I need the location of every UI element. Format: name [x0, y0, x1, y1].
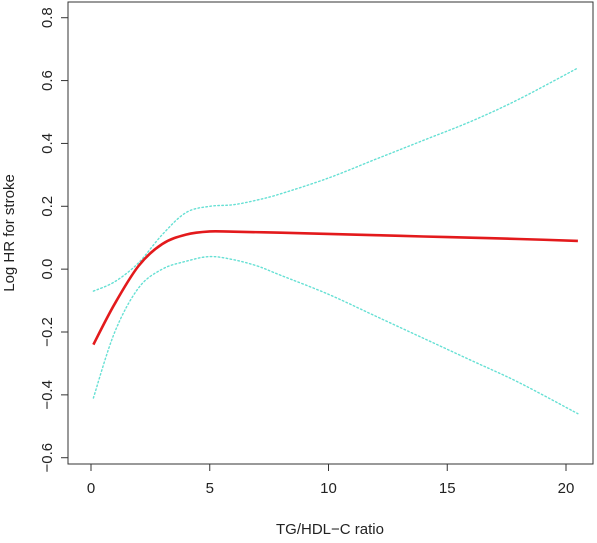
y-tick-label: −0.6 [39, 443, 56, 473]
y-axis-title: Log HR for stroke [1, 174, 18, 292]
y-tick-label: 0.0 [39, 259, 56, 280]
y-tick-label: −0.4 [39, 380, 56, 410]
x-tick-label: 5 [206, 480, 214, 497]
series-layer [92, 67, 579, 415]
x-tick-label: 20 [558, 480, 575, 497]
y-tick-label: 0.8 [39, 7, 56, 28]
series-line-lower-ci [92, 255, 579, 415]
y-axis: −0.6 −0.4 −0.2 0.0 0.2 0.4 0.6 0.8 [39, 7, 68, 473]
y-tick-label: 0.2 [39, 196, 56, 217]
y-tick-label: 0.6 [39, 70, 56, 91]
x-tick-label: 0 [87, 480, 95, 497]
y-tick-label: 0.4 [39, 133, 56, 154]
x-tick-label: 10 [320, 480, 337, 497]
x-axis: 0 5 10 15 20 [87, 464, 575, 497]
x-tick-label: 15 [439, 480, 456, 497]
series-line-estimate [92, 229, 578, 346]
x-axis-title: TG/HDL−C ratio [276, 521, 384, 538]
series-line-upper-ci [92, 67, 579, 292]
plot-frame [67, 1, 594, 465]
y-tick-label: −0.2 [39, 317, 56, 347]
